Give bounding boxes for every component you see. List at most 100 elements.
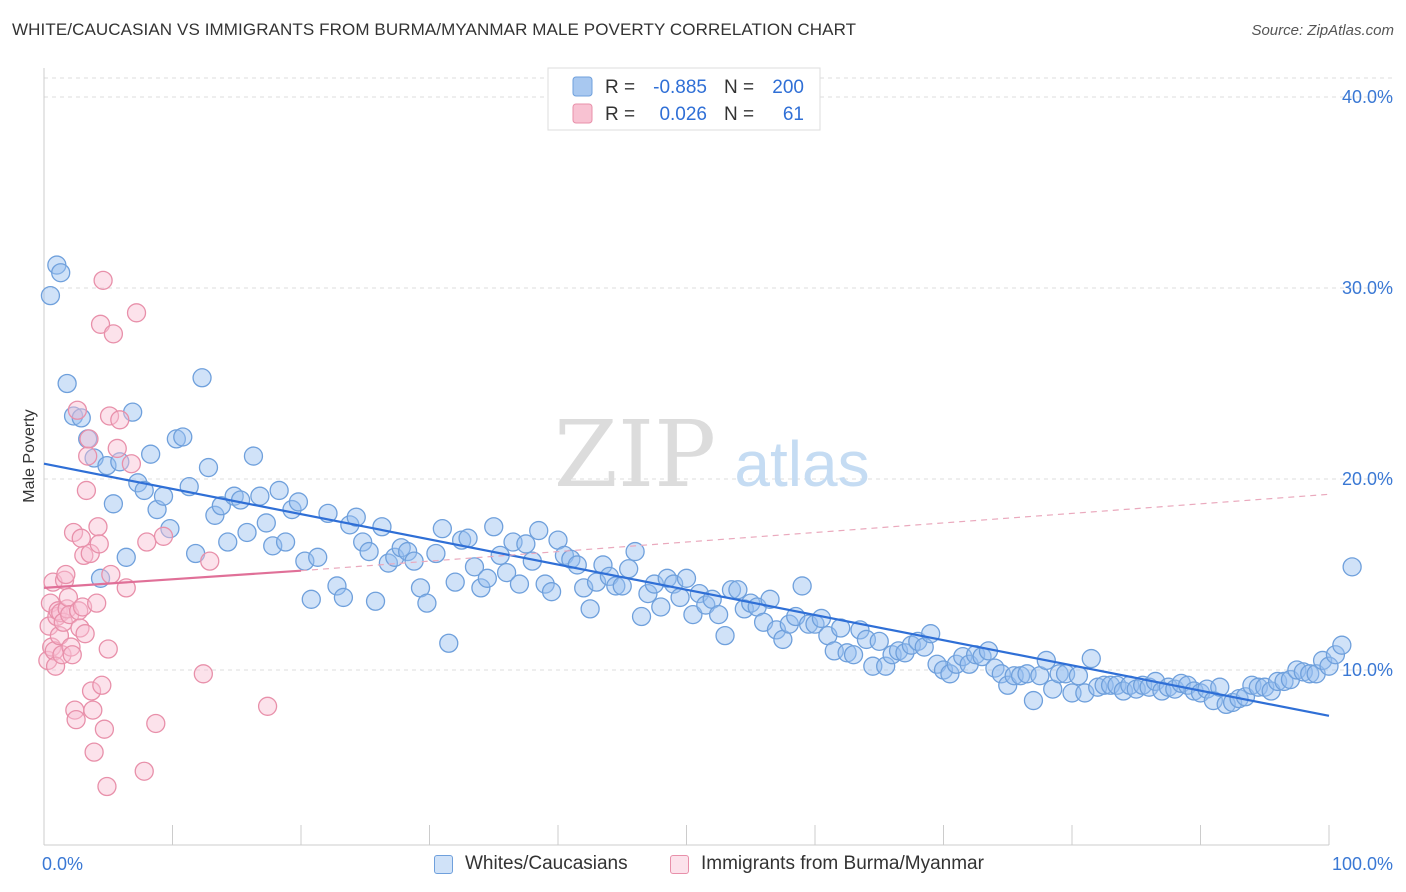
legend-swatch-burma (670, 854, 689, 874)
point-whites (625, 541, 645, 562)
point-burma (62, 645, 82, 665)
point-whites (484, 517, 504, 537)
point-burma (193, 664, 213, 684)
point-whites (876, 656, 896, 676)
point-whites (116, 547, 136, 567)
point-whites (1210, 677, 1230, 697)
stats-r-label: R = (605, 104, 635, 125)
point-whites (301, 589, 321, 609)
point-whites (445, 572, 465, 592)
point-whites (670, 587, 690, 608)
x-tick-label: 100.0% (1332, 854, 1393, 874)
axes (43, 68, 1330, 846)
point-burma (89, 534, 109, 554)
point-whites (439, 633, 459, 653)
point-whites (372, 517, 392, 537)
point-whites (308, 547, 328, 567)
point-whites (205, 505, 225, 525)
legend-label-whites: Whites/Caucasians (465, 853, 628, 874)
point-burma (70, 618, 90, 638)
point-burma (110, 410, 130, 430)
point-whites (843, 645, 864, 665)
point-whites (365, 591, 386, 611)
point-whites (792, 576, 812, 596)
point-burma (78, 446, 98, 466)
point-burma (97, 776, 117, 797)
y-tick-label: 10.0% (1342, 660, 1393, 680)
point-whites (417, 593, 437, 613)
point-burma (121, 454, 142, 474)
point-burma (45, 656, 66, 676)
y-tick-labels: 10.0% 20.0% 30.0% 40.0% (1342, 87, 1393, 680)
point-whites (638, 583, 658, 604)
legend-swatch-whites (434, 854, 453, 874)
point-whites (496, 562, 517, 583)
point-burma (98, 639, 118, 659)
point-burma (84, 742, 104, 762)
point-whites (1319, 656, 1339, 676)
point-whites (218, 532, 238, 552)
point-whites (103, 494, 124, 514)
y-axis-label: Male Poverty (21, 409, 38, 502)
point-burma (87, 593, 107, 613)
point-burma (153, 526, 174, 546)
point-whites (676, 568, 697, 588)
point-whites (998, 675, 1018, 695)
point-whites (134, 480, 154, 501)
stats-n-label: N = (724, 77, 754, 98)
point-whites (760, 589, 780, 609)
point-whites (346, 507, 366, 527)
point-burma (146, 713, 166, 734)
point-whites (940, 664, 960, 684)
point-whites (464, 557, 485, 577)
point-burma (93, 270, 113, 291)
point-whites (57, 373, 77, 394)
point-whites (715, 625, 735, 646)
point-whites (160, 519, 180, 539)
legend-item-whites[interactable]: Whites/Caucasians (434, 853, 628, 875)
point-whites (895, 643, 915, 663)
point-burma (90, 314, 111, 334)
point-whites (51, 263, 71, 283)
stats-r-label: R = (605, 77, 635, 98)
stats-box-frame (547, 67, 821, 131)
chart-title: WHITE/CAUCASIAN VS IMMIGRANTS FROM BURMA… (12, 20, 857, 39)
point-burma (75, 624, 95, 644)
point-whites (509, 574, 530, 594)
point-whites (269, 480, 289, 501)
trend-line-burma-extension (300, 493, 1330, 572)
point-burma (107, 438, 127, 459)
point-whites (1325, 645, 1346, 665)
point-whites (683, 604, 703, 625)
trend-line-whites (43, 462, 1330, 717)
point-whites (432, 519, 453, 539)
point-burma (67, 400, 88, 420)
point-whites (1332, 635, 1352, 655)
point-burma (83, 700, 103, 720)
point-whites (153, 486, 174, 506)
stats-swatch-whites (572, 76, 593, 97)
point-burma (126, 303, 147, 323)
point-whites (1300, 664, 1320, 684)
source-credit: Source: ZipAtlas.com (1251, 22, 1394, 39)
stats-box: R = -0.885 N = 200 R = 0.026 N = 61 (547, 67, 821, 131)
point-whites (631, 606, 652, 627)
data-points (38, 255, 1362, 797)
legend-item-burma[interactable]: Immigrants from Burma/Myanmar (670, 853, 984, 875)
watermark-zip: ZIP (554, 401, 716, 508)
point-whites (1081, 648, 1101, 669)
point-burma (103, 324, 124, 344)
point-whites (359, 541, 379, 562)
stats-swatch-burma (572, 103, 593, 124)
point-whites (237, 522, 257, 543)
point-whites (516, 534, 536, 554)
point-burma (58, 587, 79, 608)
point-whites (404, 551, 424, 571)
point-whites (580, 599, 600, 619)
point-whites (477, 568, 497, 588)
point-whites (353, 532, 373, 552)
stats-r-value: 0.026 (659, 104, 707, 125)
x-tick-labels: 0.0% 100.0% (42, 854, 1393, 874)
stats-n-value: 61 (783, 104, 804, 125)
